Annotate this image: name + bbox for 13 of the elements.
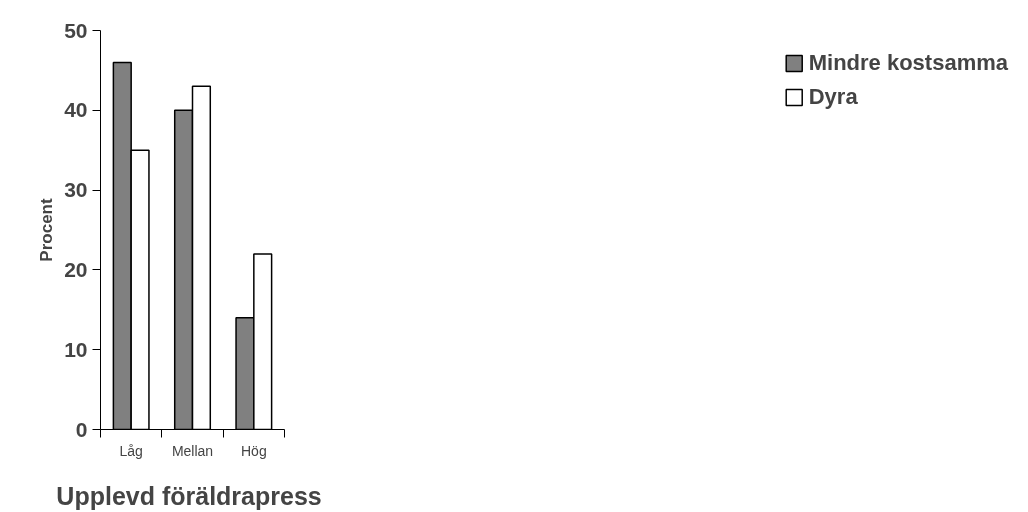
y-tick-label: 10	[64, 337, 88, 361]
x-tick-label: Hög	[240, 442, 267, 459]
legend-label: Dyra	[808, 84, 858, 110]
y-tick-label: 0	[75, 417, 88, 441]
y-tick-label: 40	[64, 98, 88, 122]
legend-label: Mindre kostsamma	[808, 50, 1008, 76]
y-axis-title: Procent	[37, 198, 57, 262]
y-tick-label: 30	[64, 178, 88, 202]
y-tick-label: 50	[64, 18, 88, 42]
x-tick-label: Låg	[119, 442, 143, 459]
y-tick-label: 20	[64, 257, 88, 281]
x-tick-label: Mellan	[171, 442, 214, 459]
x-axis-title: Upplevd föräldrapress	[56, 481, 322, 510]
